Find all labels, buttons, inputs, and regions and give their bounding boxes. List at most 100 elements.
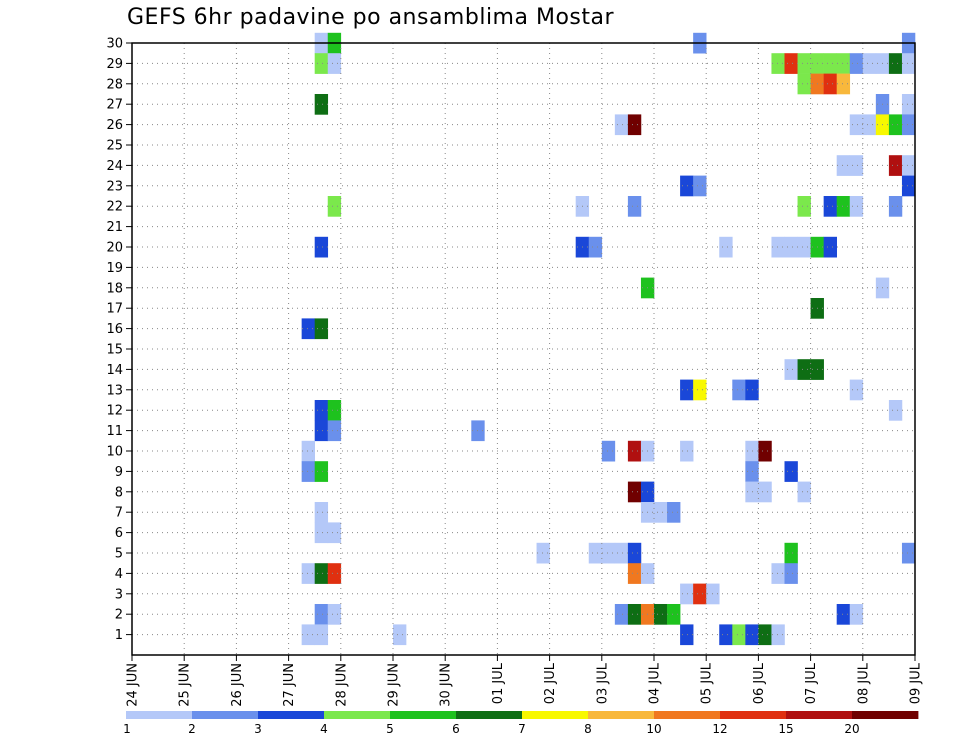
x-tick-label: 01 JUL <box>491 662 506 704</box>
heatmap-cell <box>823 196 837 217</box>
y-tick-label: 7 <box>115 506 123 521</box>
chart-title: GEFS 6hr padavine po ansamblima Mostar <box>127 5 615 30</box>
heatmap-cell <box>588 542 603 564</box>
heatmap-cell <box>693 175 707 197</box>
heatmap-cell <box>301 440 315 462</box>
y-tick-label: 22 <box>106 200 123 215</box>
heatmap-cell <box>601 542 616 564</box>
colorbar-swatch <box>720 711 787 719</box>
heatmap-cell <box>888 155 903 176</box>
heatmap-cell <box>314 420 329 442</box>
x-tick-label: 27 JUN <box>282 663 297 707</box>
colorbar-label: 5 <box>386 722 394 736</box>
colorbar-swatch <box>852 711 919 719</box>
x-tick-label: 29 JUN <box>387 663 402 707</box>
x-tick-label: 08 JUL <box>856 662 871 704</box>
heatmap-cell <box>588 236 603 258</box>
y-tick-label: 29 <box>106 57 123 72</box>
y-tick-label: 15 <box>106 343 123 358</box>
y-tick-label: 24 <box>106 159 123 174</box>
heatmap-cell <box>627 114 642 136</box>
heatmap-cell <box>784 53 798 74</box>
heatmap-cell <box>888 114 903 136</box>
heatmap-cell <box>327 522 342 544</box>
heatmap-cell <box>614 542 629 564</box>
heatmap-cell <box>732 624 746 646</box>
colorbar-swatch <box>456 711 523 719</box>
heatmap-cell <box>784 542 798 564</box>
heatmap-cell <box>836 73 851 95</box>
colorbar-label: 8 <box>584 722 592 736</box>
heatmap-cell <box>797 53 811 74</box>
heatmap-cell <box>667 502 681 523</box>
heatmap-cell <box>771 53 785 74</box>
heatmap-cell <box>614 114 629 136</box>
heatmap-cell <box>797 73 811 95</box>
heatmap-cell <box>797 236 811 258</box>
heatmap-cell <box>719 624 733 646</box>
heatmap-cell <box>654 604 668 625</box>
heatmap-cell <box>888 53 903 74</box>
heatmap-cell <box>314 318 329 340</box>
heatmap-cell <box>627 604 642 625</box>
colorbar-label: 4 <box>320 722 328 736</box>
heatmap-cell <box>667 604 681 625</box>
y-tick-label: 19 <box>106 261 123 276</box>
heatmap-cell <box>901 542 916 564</box>
heatmap-cell <box>758 624 772 646</box>
colorbar-label: 7 <box>518 722 526 736</box>
heatmap-cell <box>758 440 772 462</box>
heatmap-cell <box>680 379 694 401</box>
heatmap-cell <box>680 175 694 197</box>
y-tick-label: 20 <box>106 241 123 256</box>
heatmap-cell <box>836 53 851 74</box>
y-tick-label: 17 <box>106 302 123 317</box>
x-tick-label: 25 JUN <box>178 663 193 707</box>
heatmap-cell <box>849 114 864 136</box>
heatmap-cell <box>797 196 811 217</box>
heatmap-cell <box>771 236 785 258</box>
heatmap-cell <box>849 604 864 625</box>
heatmap-cell <box>732 379 746 401</box>
heatmap-cell <box>627 196 642 217</box>
heatmap-cell <box>314 522 329 544</box>
heatmap-cell <box>823 73 837 95</box>
x-tick-label: 09 JUL <box>909 662 924 704</box>
heatmap-cell <box>771 624 785 646</box>
heatmap-cell <box>901 175 916 197</box>
heatmap-cell <box>301 624 315 646</box>
heatmap-cell <box>601 440 616 462</box>
y-tick-label: 21 <box>106 220 123 235</box>
x-tick-label: 02 JUL <box>543 662 558 704</box>
heatmap-cell <box>693 379 707 401</box>
heatmap-cell <box>314 604 329 625</box>
heatmap-cell <box>301 318 315 340</box>
colorbar-swatch <box>126 711 193 719</box>
x-tick-label: 04 JUL <box>648 662 663 704</box>
y-tick-label: 10 <box>106 445 123 460</box>
colorbar-swatch <box>390 711 457 719</box>
heatmap-cell <box>836 155 851 176</box>
x-tick-label: 28 JUN <box>334 663 349 707</box>
colorbar-swatch <box>192 711 259 719</box>
heatmap-cell <box>862 114 877 136</box>
heatmap-cell <box>797 481 811 503</box>
heatmap-cell <box>758 481 772 503</box>
heatmap-cell <box>784 236 798 258</box>
heatmap-cell <box>314 461 329 482</box>
heatmap-cell <box>314 624 329 646</box>
heatmap-cell <box>849 155 864 176</box>
colorbar-swatch <box>588 711 655 719</box>
heatmap-cell <box>680 440 694 462</box>
heatmap-cell <box>797 359 811 380</box>
y-tick-label: 2 <box>115 608 123 623</box>
colorbar-label: 3 <box>254 722 262 736</box>
x-tick-label: 24 JUN <box>126 663 141 707</box>
colorbar-swatch <box>654 711 721 719</box>
heatmap-cell <box>784 461 798 482</box>
heatmap-cell <box>327 400 342 421</box>
y-tick-label: 18 <box>106 281 123 296</box>
heatmap-cell <box>888 196 903 217</box>
heatmap-cell <box>901 94 916 115</box>
